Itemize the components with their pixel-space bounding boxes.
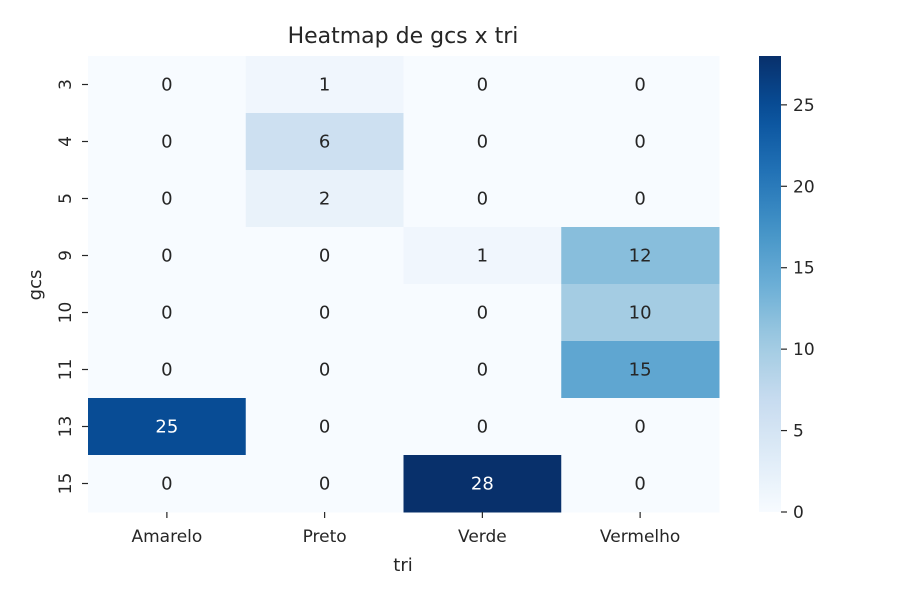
cell-value-label: 0 [319, 417, 330, 438]
cell-value-label: 0 [161, 360, 172, 381]
heatmap-cell [88, 455, 247, 513]
y-axis-ticks: 3 4 5 9 10 11 13 15 [56, 79, 88, 494]
heatmap-cell [88, 170, 247, 228]
cell-value-label: 0 [477, 75, 488, 96]
x-axis-label: tri [393, 555, 412, 576]
cell-value-label: 0 [477, 360, 488, 381]
heatmap-cell [403, 113, 562, 171]
cell-value-label: 0 [477, 417, 488, 438]
x-tick-label: Preto [303, 527, 347, 547]
cell-value-label: 0 [161, 75, 172, 96]
heatmap-cell [245, 284, 404, 342]
cell-value-label: 15 [629, 360, 652, 381]
cell-value-label: 0 [634, 132, 645, 153]
cell-value-label: 0 [477, 189, 488, 210]
cell-value-label: 2 [319, 189, 330, 210]
heatmap-cell [403, 341, 562, 399]
cell-value-label: 1 [477, 246, 488, 267]
heatmap-cell [88, 341, 247, 399]
cell-value-label: 0 [161, 303, 172, 324]
colorbar: 0 5 10 15 20 25 [759, 56, 815, 523]
heatmap-cell [88, 227, 247, 285]
colorbar-gradient [759, 56, 781, 512]
cell-value-label: 10 [629, 303, 652, 324]
x-tick-label: Verde [458, 527, 507, 547]
colorbar-tick-label: 5 [793, 422, 804, 442]
cell-value-label: 1 [319, 75, 330, 96]
heatmap-cell [561, 455, 720, 513]
heatmap-cell [245, 113, 404, 171]
heatmap-cell [245, 227, 404, 285]
x-tick-label: Amarelo [131, 527, 202, 547]
cell-value-label: 0 [634, 417, 645, 438]
y-tick-label: 13 [56, 416, 76, 438]
colorbar-tick-label: 10 [793, 340, 815, 360]
cell-value-label: 0 [634, 189, 645, 210]
heatmap-cell [88, 398, 247, 456]
heatmap-cell [403, 56, 562, 114]
y-tick-label: 10 [56, 302, 76, 324]
cell-value-label: 0 [319, 303, 330, 324]
heatmap-cell [88, 284, 247, 342]
cell-value-label: 0 [319, 474, 330, 495]
x-tick-label: Vermelho [600, 527, 680, 547]
heatmap-cell [561, 284, 720, 342]
cell-value-label: 0 [161, 474, 172, 495]
cell-value-label: 0 [161, 132, 172, 153]
heatmap-cell [88, 113, 247, 171]
heatmap-cell [561, 398, 720, 456]
y-tick-label: 4 [56, 136, 76, 147]
y-tick-label: 9 [56, 250, 76, 261]
colorbar-tick-label: 20 [793, 177, 815, 197]
x-axis-ticks: Amarelo Preto Verde Vermelho [131, 512, 680, 547]
chart-title: Heatmap de gcs x tri [288, 24, 519, 49]
cell-value-label: 0 [161, 246, 172, 267]
cell-value-label: 12 [629, 246, 652, 267]
y-tick-label: 11 [56, 359, 76, 381]
cell-value-label: 0 [477, 303, 488, 324]
heatmap-cell [561, 341, 720, 399]
heatmap-cell [403, 284, 562, 342]
cell-value-label: 0 [477, 132, 488, 153]
cell-value-label: 25 [155, 417, 178, 438]
heatmap-cell [561, 227, 720, 285]
heatmap-cell [88, 56, 247, 114]
heatmap-cell [245, 170, 404, 228]
heatmap-cell [245, 341, 404, 399]
cell-value-label: 0 [634, 75, 645, 96]
heatmap-cell [245, 56, 404, 114]
cell-value-label: 6 [319, 132, 330, 153]
colorbar-tick-label: 0 [793, 503, 804, 523]
y-axis-label: gcs [25, 270, 46, 301]
heatmap-cell [403, 398, 562, 456]
heatmap-cell [245, 455, 404, 513]
y-tick-label: 5 [56, 193, 76, 204]
y-tick-label: 15 [56, 473, 76, 495]
heatmap-cell [561, 113, 720, 171]
cell-value-label: 0 [319, 246, 330, 267]
cell-value-label: 0 [319, 360, 330, 381]
y-tick-label: 3 [56, 79, 76, 90]
heatmap-cell [403, 227, 562, 285]
cell-value-label: 0 [161, 189, 172, 210]
colorbar-tick-label: 25 [793, 96, 815, 116]
heatmap-cell [403, 455, 562, 513]
heatmap-cell [245, 398, 404, 456]
cell-value-label: 0 [634, 474, 645, 495]
heatmap-cell [403, 170, 562, 228]
heatmap-cell [561, 56, 720, 114]
cell-value-label: 28 [471, 474, 494, 495]
colorbar-tick-label: 15 [793, 259, 815, 279]
heatmap-cell [561, 170, 720, 228]
